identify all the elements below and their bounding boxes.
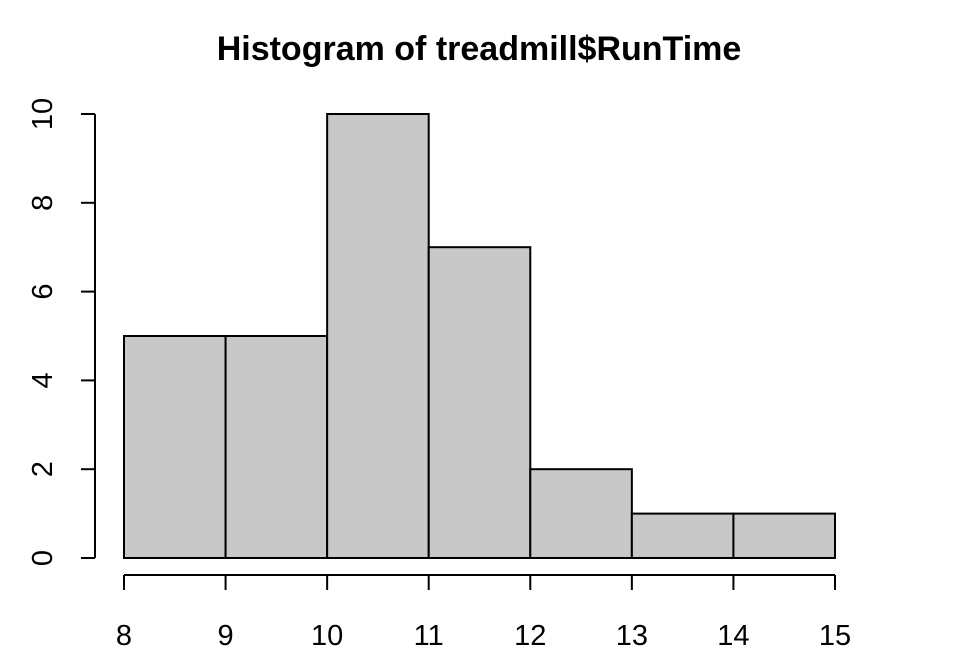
x-tick-label-11: 11	[414, 620, 444, 652]
histogram-bar-14-15	[732, 512, 837, 559]
y-tick-label-6: 6	[27, 284, 59, 300]
y-tick-label-0: 0	[27, 550, 59, 566]
x-tick-label-10: 10	[311, 620, 343, 652]
y-tick-label-2: 2	[27, 461, 59, 477]
x-tick-label-15: 15	[819, 620, 851, 652]
y-tick-label-4: 4	[27, 372, 59, 388]
histogram-bar-8-9	[123, 335, 227, 559]
chart-title: Histogram of treadmill$RunTime	[217, 30, 742, 68]
x-axis: 8 9 10 11 12 13 14 15	[116, 574, 851, 652]
histogram-bar-10-11	[326, 113, 430, 559]
histogram-bar-13-14	[630, 512, 735, 559]
histogram-bar-12-13	[529, 468, 633, 560]
x-tick-label-8: 8	[116, 620, 132, 652]
bars-group	[123, 113, 837, 560]
y-axis: 0 2 4 6 8 10	[27, 98, 96, 566]
x-tick-label-13: 13	[616, 620, 648, 652]
y-tick-label-8: 8	[27, 195, 59, 211]
x-tick-label-14: 14	[717, 620, 749, 652]
x-tick-label-12: 12	[514, 620, 546, 652]
x-tick-label-9: 9	[218, 620, 234, 652]
histogram-bar-11-12	[427, 246, 532, 559]
histogram-bar-9-10	[224, 335, 329, 559]
y-tick-label-10: 10	[27, 98, 59, 130]
